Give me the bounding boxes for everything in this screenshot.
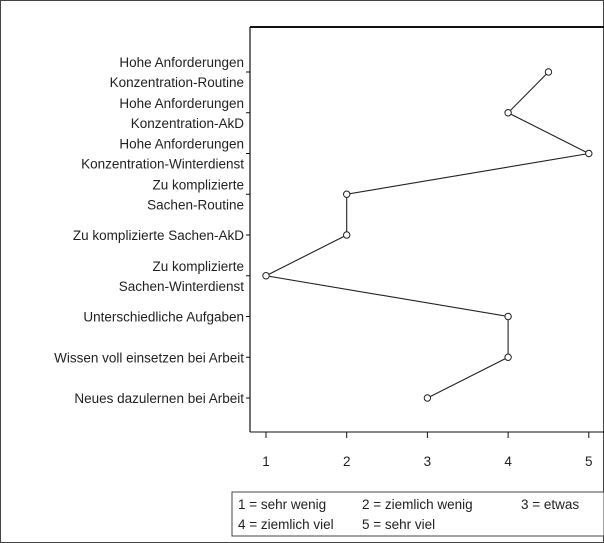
category-label-line: Konzentration-Routine bbox=[110, 75, 244, 90]
legend-entry: 5 = sehr viel bbox=[362, 517, 435, 532]
data-point bbox=[504, 109, 512, 117]
data-point bbox=[544, 68, 553, 76]
category-label-line: Zu komplizierte Sachen-AkD bbox=[73, 228, 244, 243]
data-point bbox=[423, 394, 432, 402]
category-label-line: Unterschiedliche Aufgaben bbox=[83, 310, 244, 325]
category-label-line: Konzentration-Winterdienst bbox=[81, 157, 244, 172]
legend-entry: 1 = sehr wenig bbox=[238, 497, 326, 512]
category-label: Hohe Anforderungen Konzentration-AkD bbox=[119, 96, 244, 131]
category-label-line: Hohe Anforderungen bbox=[119, 137, 244, 152]
x-tick-label: 2 bbox=[343, 454, 351, 469]
category-label-line: Zu komplizierte bbox=[152, 177, 244, 192]
legend-entry: 2 = ziemlich wenig bbox=[362, 497, 473, 512]
category-label: Hohe Anforderungen Konzentration-Winterdi… bbox=[81, 137, 244, 172]
category-labels: Hohe Anforderungen Konzentration-RoutineH… bbox=[54, 55, 250, 406]
category-label-line: Neues dazulernen bei Arbeit bbox=[74, 391, 244, 406]
data-point bbox=[504, 312, 512, 321]
legend-entry: 3 = etwas bbox=[521, 497, 579, 512]
category-label: Zu komplizierte Sachen-Routine bbox=[147, 177, 244, 212]
category-label-line: Sachen-Winterdienst bbox=[119, 279, 245, 294]
category-label: Neues dazulernen bei Arbeit bbox=[74, 391, 244, 406]
category-label-line: Wissen voll einsetzen bei Arbeit bbox=[54, 350, 244, 365]
legend: 1 = sehr wenig 2 = ziemlich wenig 3 = etwa… bbox=[231, 491, 604, 537]
data-point bbox=[585, 149, 593, 158]
legend-entry: 4 = ziemlich viel bbox=[238, 517, 334, 532]
x-axis-ticks: 1 2 3 4 5 bbox=[262, 432, 593, 469]
category-label-line: Sachen-Routine bbox=[147, 197, 244, 212]
category-label: Unterschiedliche Aufgaben bbox=[83, 310, 244, 325]
category-label-line: Hohe Anforderungen bbox=[119, 96, 244, 111]
data-point bbox=[343, 190, 351, 198]
x-tick-label: 3 bbox=[424, 454, 432, 469]
series-line-group bbox=[262, 68, 593, 402]
x-tick-label: 1 bbox=[262, 454, 270, 469]
data-point bbox=[262, 272, 270, 280]
category-label-line: Zu komplizierte bbox=[152, 259, 244, 274]
category-label: Zu komplizierte Sachen-AkD bbox=[73, 228, 244, 243]
category-label: Hohe Anforderungen Konzentration-Routine bbox=[110, 55, 244, 90]
category-label: Zu komplizierte Sachen-Winterdienst bbox=[119, 259, 245, 294]
x-tick-label: 4 bbox=[504, 454, 512, 469]
category-label: Wissen voll einsetzen bei Arbeit bbox=[54, 350, 244, 365]
x-tick-label: 5 bbox=[585, 454, 593, 469]
category-label-line: Konzentration-AkD bbox=[131, 116, 245, 131]
data-point bbox=[504, 353, 512, 361]
category-label-line: Hohe Anforderungen bbox=[119, 55, 244, 70]
series-line bbox=[264, 71, 591, 399]
data-point bbox=[343, 231, 351, 239]
legend-box bbox=[231, 491, 604, 537]
